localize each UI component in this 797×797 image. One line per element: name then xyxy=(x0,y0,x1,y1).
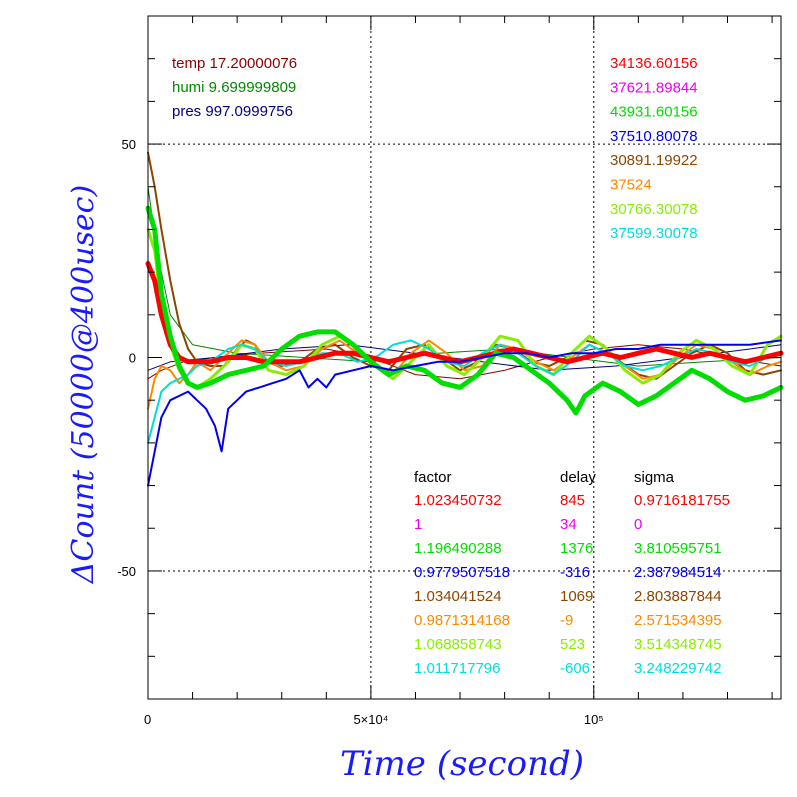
y-axis-title: ΔCount (50000@400usec) xyxy=(66,185,101,584)
axis-tick-labels: 0 5×10⁴ 10⁵ -50 0 50 xyxy=(117,137,604,727)
stats-cell: 1069 xyxy=(560,588,593,605)
series-line xyxy=(145,205,784,416)
series-total: 37599.30078 xyxy=(610,225,698,242)
series-line xyxy=(146,227,783,389)
plot-lines xyxy=(145,151,784,487)
stats-header: factor xyxy=(414,469,452,486)
stats-cell: 2.571534395 xyxy=(634,612,722,629)
stats-cell: 1 xyxy=(414,516,422,533)
series-totals: 34136.60156 37621.89844 43931.60156 37510.8… xyxy=(610,55,698,242)
stats-table: factor delay sigma 1.023450732 845 0.97161817… xyxy=(414,469,730,677)
stats-cell: 3.514348745 xyxy=(634,636,722,653)
series-line xyxy=(147,339,782,487)
stats-cell: -316 xyxy=(560,564,590,581)
y-tick-label: 0 xyxy=(129,351,136,366)
stats-cell: 0.9716181755 xyxy=(634,492,730,509)
stats-cell: 2.387984514 xyxy=(634,564,722,581)
y-tick-label: 50 xyxy=(122,137,136,152)
stats-cell: 3.810595751 xyxy=(634,540,722,557)
series-total: 37524 xyxy=(610,177,652,194)
x-tick-label: 0 xyxy=(144,712,151,727)
stats-cell: 1.023450732 xyxy=(414,492,502,509)
stats-cell: 0 xyxy=(634,516,642,533)
stats-cell: -606 xyxy=(560,660,590,677)
stats-cell: 3.248229742 xyxy=(634,660,722,677)
x-tick-label: 10⁵ xyxy=(584,712,604,727)
x-tick-label: 5×10⁴ xyxy=(353,712,388,727)
stats-cell: -9 xyxy=(560,612,573,629)
series-total: 34136.60156 xyxy=(610,55,698,72)
stats-cell: 1376 xyxy=(560,540,593,557)
y-tick-label: -50 xyxy=(117,564,136,579)
env-label: pres 997.0999756 xyxy=(172,103,293,120)
stats-cell: 0.9871314168 xyxy=(414,612,510,629)
stats-cell: 1.011717796 xyxy=(414,660,500,677)
series-total: 37621.89844 xyxy=(610,79,698,96)
x-axis-title: Time (second) xyxy=(340,744,584,784)
series-total: 30766.30078 xyxy=(610,201,698,218)
stats-cell: 0.9779507518 xyxy=(414,564,510,581)
env-label: temp 17.20000076 xyxy=(172,55,297,72)
env-label: humi 9.699999809 xyxy=(172,79,296,96)
series-total: 30891.19922 xyxy=(610,152,698,169)
stats-cell: 2.803887844 xyxy=(634,588,722,605)
stats-cell: 523 xyxy=(560,636,585,653)
stats-header: delay xyxy=(560,469,596,486)
stats-cell: 845 xyxy=(560,492,585,509)
series-total: 43931.60156 xyxy=(610,104,698,121)
axis-ticks xyxy=(147,16,781,699)
stats-cell: 34 xyxy=(560,516,577,533)
series-total: 37510.80078 xyxy=(610,128,698,145)
stats-cell: 1.196490288 xyxy=(414,540,502,557)
environment-labels: temp 17.20000076 humi 9.699999809 pres 997… xyxy=(172,55,297,120)
stats-header: sigma xyxy=(634,469,675,486)
series-line xyxy=(145,261,784,365)
stats-cell: 1.068858743 xyxy=(414,636,502,653)
stats-cell: 1.034041524 xyxy=(414,588,502,605)
